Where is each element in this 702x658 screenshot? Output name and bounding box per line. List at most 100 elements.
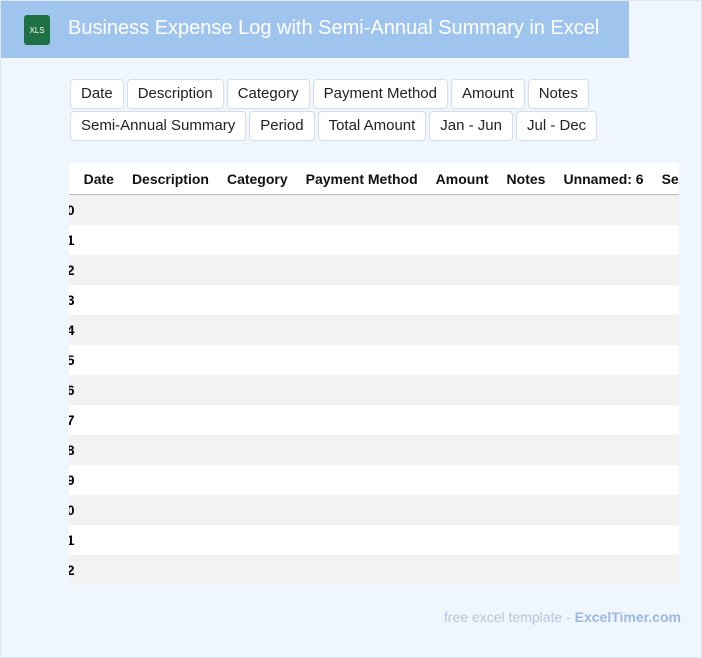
table-cell — [554, 435, 652, 465]
table-cell — [75, 225, 123, 255]
table-cell — [218, 525, 297, 555]
table-cell — [297, 495, 427, 525]
table-cell — [218, 495, 297, 525]
table-cell — [218, 465, 297, 495]
table-cell — [498, 555, 555, 585]
row-index: 0 — [69, 195, 75, 226]
table-cell — [653, 225, 679, 255]
table-cell — [498, 225, 555, 255]
table-cell — [498, 465, 555, 495]
table-cell — [498, 345, 555, 375]
table-row: 6 — [69, 375, 679, 405]
table-cell — [554, 285, 652, 315]
table-cell — [498, 435, 555, 465]
tag: Jan - Jun — [429, 111, 513, 141]
table-cell — [297, 315, 427, 345]
table-cell — [218, 555, 297, 585]
table-cell — [498, 525, 555, 555]
tag: Amount — [451, 79, 525, 109]
table-row: 3 — [69, 285, 679, 315]
table-cell — [554, 465, 652, 495]
table-cell — [554, 225, 652, 255]
table-cell — [75, 525, 123, 555]
table-row: 7 — [69, 405, 679, 435]
table-cell — [123, 345, 218, 375]
table-cell — [554, 315, 652, 345]
table-cell — [554, 495, 652, 525]
table-cell — [75, 555, 123, 585]
footer-brand[interactable]: ExcelTimer.com — [574, 609, 681, 625]
index-header — [69, 163, 75, 195]
table-cell — [498, 195, 555, 226]
table-cell — [427, 525, 498, 555]
table-cell — [75, 465, 123, 495]
table-cell — [554, 375, 652, 405]
column-header: Semi-Annual Summary — [652, 163, 679, 195]
table-cell — [297, 195, 427, 226]
table-cell — [75, 315, 123, 345]
table-cell — [653, 435, 679, 465]
table-row: 2 — [69, 255, 679, 285]
table-row: 1 — [69, 225, 679, 255]
table-cell — [123, 405, 218, 435]
table-cell — [427, 405, 498, 435]
table-cell — [297, 375, 427, 405]
table-cell — [123, 555, 218, 585]
table-cell — [123, 225, 218, 255]
row-index: 6 — [69, 375, 75, 405]
tag-list: Date Description Category Payment Method Amo… — [70, 79, 598, 143]
table-cell — [75, 345, 123, 375]
table-cell — [427, 345, 498, 375]
table-cell — [297, 225, 427, 255]
table-cell — [218, 285, 297, 315]
table-cell — [297, 555, 427, 585]
table-cell — [218, 345, 297, 375]
table-cell — [75, 405, 123, 435]
column-header: Description — [122, 163, 218, 195]
table-cell — [123, 255, 218, 285]
table-cell — [554, 555, 652, 585]
table-cell — [75, 375, 123, 405]
column-header: Amount — [426, 163, 498, 195]
table-cell — [554, 345, 652, 375]
table-cell — [653, 285, 679, 315]
table-cell — [427, 255, 498, 285]
table-cell — [427, 225, 498, 255]
table-cell — [427, 495, 498, 525]
table-row: 5 — [69, 345, 679, 375]
row-index: 3 — [69, 285, 75, 315]
data-table: Date Description Category Payment Method Amo… — [69, 163, 679, 585]
table-cell — [427, 285, 498, 315]
column-header: Category — [217, 163, 297, 195]
tag: Description — [126, 79, 224, 109]
table-cell — [218, 255, 297, 285]
table-cell — [297, 435, 427, 465]
table-cell — [123, 525, 218, 555]
row-index: 4 — [69, 315, 75, 345]
table-cell — [554, 525, 652, 555]
table-cell — [554, 255, 652, 285]
tag-row: Date Description Category Payment Method Amo… — [70, 79, 597, 109]
row-index: 9 — [69, 465, 75, 495]
table-cell — [427, 555, 498, 585]
table-cell — [218, 405, 297, 435]
row-index: 5 — [69, 345, 75, 375]
file-icon: XLS — [24, 15, 50, 45]
table-row: 12 — [69, 555, 679, 585]
table-cell — [498, 315, 555, 345]
table-cell — [427, 375, 498, 405]
table-row: 10 — [69, 495, 679, 525]
table-cell — [75, 285, 123, 315]
table-row: 9 — [69, 465, 679, 495]
table-row: 11 — [69, 525, 679, 555]
page-title: Business Expense Log with Semi-Annual Su… — [68, 17, 600, 39]
table-cell — [653, 345, 679, 375]
row-index: 8 — [69, 435, 75, 465]
tag: Period — [249, 111, 315, 141]
tag: Semi-Annual Summary — [70, 111, 247, 141]
table-cell — [218, 375, 297, 405]
table-cell — [297, 405, 427, 435]
table-cell — [123, 285, 218, 315]
table-cell — [297, 255, 427, 285]
